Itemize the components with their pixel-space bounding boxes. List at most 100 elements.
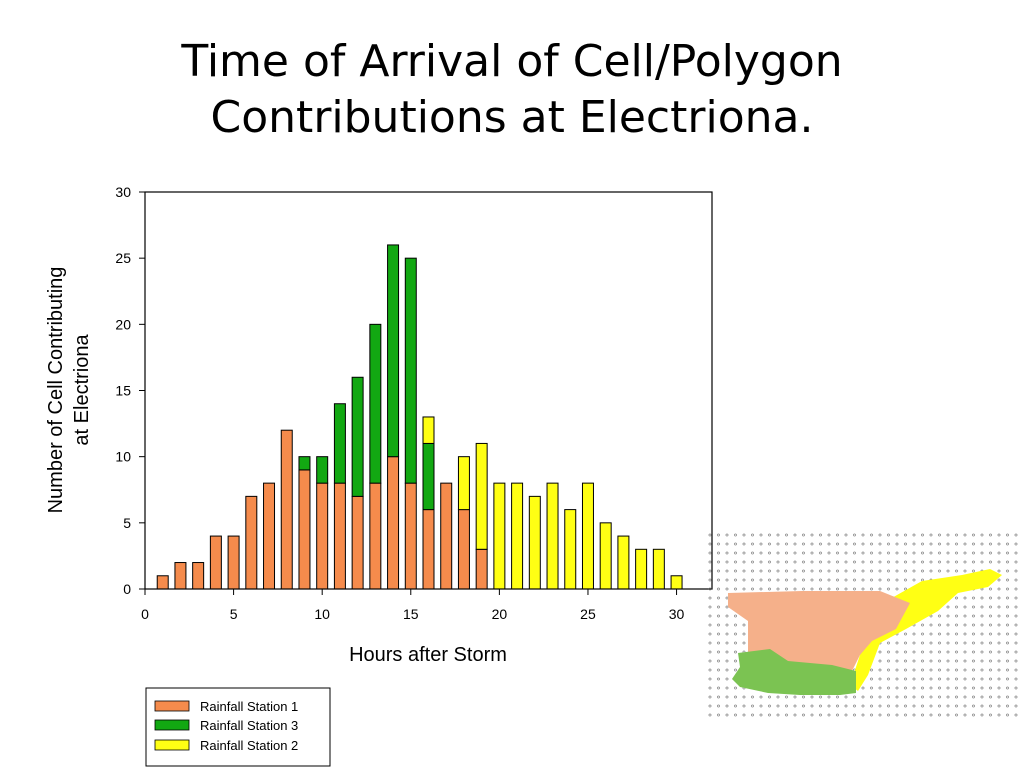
grid-dot xyxy=(734,542,737,546)
grid-dot xyxy=(725,677,729,681)
grid-dot xyxy=(802,587,805,591)
grid-dot xyxy=(878,578,882,582)
grid-dot xyxy=(963,596,967,600)
grid-dot xyxy=(734,623,737,627)
y-axis-title-line-2: at Electriona xyxy=(71,334,93,446)
grid-dot xyxy=(938,650,941,654)
grid-dot xyxy=(1014,677,1018,681)
grid-dot xyxy=(938,623,941,627)
grid-dot xyxy=(904,659,907,663)
grid-dot xyxy=(819,542,822,546)
grid-dot xyxy=(921,560,924,564)
grid-dot xyxy=(878,704,882,708)
grid-dot xyxy=(989,596,992,600)
grid-dot xyxy=(717,533,720,537)
grid-dot xyxy=(997,668,1001,672)
grid-dot xyxy=(717,632,720,636)
grid-dot xyxy=(946,650,950,654)
grid-dot xyxy=(904,695,907,699)
grid-dot xyxy=(1014,551,1018,555)
grid-dot xyxy=(734,533,737,537)
grid-dot xyxy=(946,704,950,708)
bar-series-3-x-28 xyxy=(635,548,648,590)
grid-dot xyxy=(895,668,899,672)
grid-dot xyxy=(734,650,737,654)
grid-dot xyxy=(878,695,882,699)
grid-dot xyxy=(989,605,992,609)
grid-dot xyxy=(912,551,916,555)
grid-dot xyxy=(955,560,958,564)
bar-chart: 0 5 10 15 20 25 30 0 5 10 15 20 25 30 Hours after St… xyxy=(45,184,713,767)
bar-series-2-x-16 xyxy=(422,442,435,511)
grid-dot xyxy=(946,551,950,555)
bar-series-1-x-1 xyxy=(156,575,169,590)
grid-dot xyxy=(742,578,746,582)
bar-series-3-x-30 xyxy=(670,575,683,590)
grid-dot xyxy=(717,614,720,618)
grid-dot xyxy=(742,533,746,537)
grid-dot xyxy=(912,713,916,717)
grid-dot xyxy=(870,677,873,681)
grid-dot xyxy=(955,650,958,654)
grid-dot xyxy=(921,659,924,663)
grid-dot xyxy=(708,542,712,546)
grid-dot xyxy=(861,587,865,591)
grid-dot xyxy=(725,578,729,582)
grid-dot xyxy=(836,569,839,573)
grid-dot xyxy=(793,551,797,555)
grid-dot xyxy=(742,713,746,717)
grid-dot xyxy=(972,650,975,654)
grid-dot xyxy=(878,560,882,564)
grid-dot xyxy=(776,569,780,573)
grid-dot xyxy=(980,677,984,681)
grid-dot xyxy=(963,659,967,663)
grid-dot xyxy=(827,569,831,573)
grid-dot xyxy=(938,677,941,681)
grid-dot xyxy=(725,551,729,555)
grid-dot xyxy=(963,686,967,690)
grid-dot xyxy=(997,686,1001,690)
grid-dot xyxy=(887,641,890,645)
grid-dot xyxy=(717,605,720,609)
grid-dot xyxy=(1006,650,1009,654)
grid-dot xyxy=(895,533,899,537)
grid-dot xyxy=(717,659,720,663)
grid-dot xyxy=(725,704,729,708)
grid-dot xyxy=(989,551,992,555)
grid-dot xyxy=(946,713,950,717)
grid-dot xyxy=(742,551,746,555)
grid-dot xyxy=(955,677,958,681)
grid-dot xyxy=(853,542,856,546)
grid-dot xyxy=(878,587,882,591)
grid-dot xyxy=(836,542,839,546)
grid-dot xyxy=(785,542,788,546)
grid-dot xyxy=(844,704,848,708)
grid-dot xyxy=(921,623,924,627)
grid-dot xyxy=(887,587,890,591)
grid-dot xyxy=(793,578,797,582)
grid-dot xyxy=(810,587,814,591)
grid-dot xyxy=(887,551,890,555)
grid-dot xyxy=(946,542,950,546)
grid-dot xyxy=(1014,713,1018,717)
grid-dot xyxy=(938,668,941,672)
grid-dot xyxy=(878,533,882,537)
grid-dot xyxy=(1006,533,1009,537)
grid-dot xyxy=(904,668,907,672)
grid-dot xyxy=(929,677,933,681)
grid-dot xyxy=(870,533,873,537)
grid-dot xyxy=(734,632,737,636)
grid-dot xyxy=(955,542,958,546)
bar-series-1-x-5 xyxy=(227,535,240,590)
grid-dot xyxy=(921,578,924,582)
grid-dot xyxy=(708,695,712,699)
bar-series-2-x-14 xyxy=(387,244,400,458)
grid-dot xyxy=(912,650,916,654)
grid-dot xyxy=(725,641,729,645)
slide-title-line-1: Time of Arrival of Cell/Polygon xyxy=(181,36,843,87)
grid-dot xyxy=(955,713,958,717)
grid-dot xyxy=(946,659,950,663)
grid-dot xyxy=(861,695,865,699)
grid-dot xyxy=(895,686,899,690)
grid-dot xyxy=(989,713,992,717)
